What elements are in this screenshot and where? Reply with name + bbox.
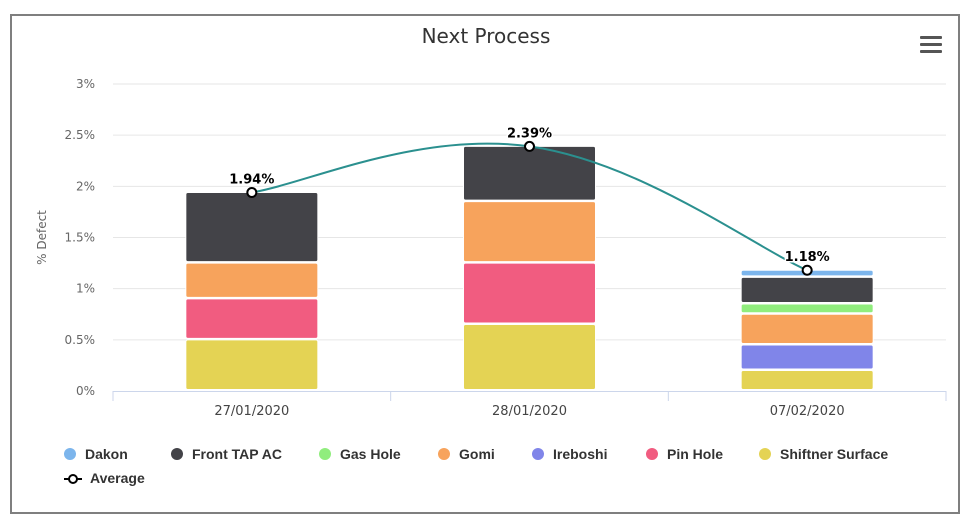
legend-item-front-tap-ac[interactable]: Front TAP AC	[171, 446, 282, 462]
average-point	[524, 140, 535, 152]
legend-label: Gomi	[459, 446, 495, 462]
legend-swatch	[646, 448, 658, 460]
y-tick-label: 0%	[76, 384, 95, 398]
bar-front-tap-ac	[463, 145, 596, 201]
legend-item-ireboshi[interactable]: Ireboshi	[532, 446, 607, 462]
legend-label: Dakon	[85, 446, 128, 462]
legend-item-gas-hole[interactable]: Gas Hole	[319, 446, 401, 462]
legend-item-pin-hole[interactable]: Pin Hole	[646, 446, 723, 462]
y-tick-label: 2%	[76, 179, 95, 193]
legend-label: Shiftner Surface	[780, 446, 889, 462]
legend-label: Ireboshi	[553, 446, 608, 462]
chart-title: Next Process	[421, 24, 551, 48]
legend-item-average[interactable]: Average	[64, 470, 145, 486]
average-point	[801, 264, 813, 276]
bar-gomi	[740, 313, 874, 344]
legend-label: Gas Hole	[340, 446, 401, 462]
bar-gomi	[463, 201, 596, 263]
x-tick-label: 27/01/2020	[214, 404, 289, 419]
bar-gomi	[185, 262, 319, 298]
legend-swatch	[64, 448, 76, 460]
average-data-label: 2.39%	[507, 126, 552, 141]
bar-shiftner-surface	[185, 339, 319, 391]
average-data-label: 1.94%	[229, 172, 274, 187]
bar-pin-hole	[185, 298, 319, 339]
bar-pin-hole	[463, 262, 596, 324]
bar-front-tap-ac	[740, 276, 874, 304]
average-point	[246, 186, 258, 198]
y-axis-title: % Defect	[35, 210, 49, 265]
bar-shiftner-surface	[740, 370, 874, 390]
x-tick-label: 07/02/2020	[770, 404, 845, 419]
y-tick-label: 1%	[76, 282, 95, 296]
legend-label: Average	[90, 470, 145, 486]
legend-swatch	[319, 448, 331, 460]
legend-swatch	[759, 448, 771, 460]
legend-swatch	[438, 448, 450, 460]
bar-gas-hole	[740, 303, 874, 314]
legend-swatch	[532, 448, 544, 460]
bar-shiftner-surface	[463, 323, 596, 391]
average-data-label: 1.18%	[785, 250, 830, 265]
legend-label: Pin Hole	[667, 446, 724, 462]
x-tick-label: 28/01/2020	[492, 404, 567, 419]
legend-item-dakon[interactable]: Dakon	[64, 446, 128, 462]
bar-ireboshi	[740, 344, 874, 370]
legend-swatch	[171, 448, 183, 460]
y-tick-label: 0.5%	[65, 333, 96, 347]
legend-label: Front TAP AC	[192, 446, 282, 462]
y-tick-label: 2.5%	[65, 128, 96, 142]
bar-front-tap-ac	[185, 191, 319, 263]
legend-item-gomi[interactable]: Gomi	[438, 446, 495, 462]
average-line-marker-icon	[64, 474, 82, 484]
legend-item-shiftner-surface[interactable]: Shiftner Surface	[759, 446, 888, 462]
hamburger-menu-icon[interactable]	[920, 36, 942, 54]
y-tick-label: 1.5%	[65, 231, 96, 245]
y-tick-label: 3%	[76, 77, 95, 91]
